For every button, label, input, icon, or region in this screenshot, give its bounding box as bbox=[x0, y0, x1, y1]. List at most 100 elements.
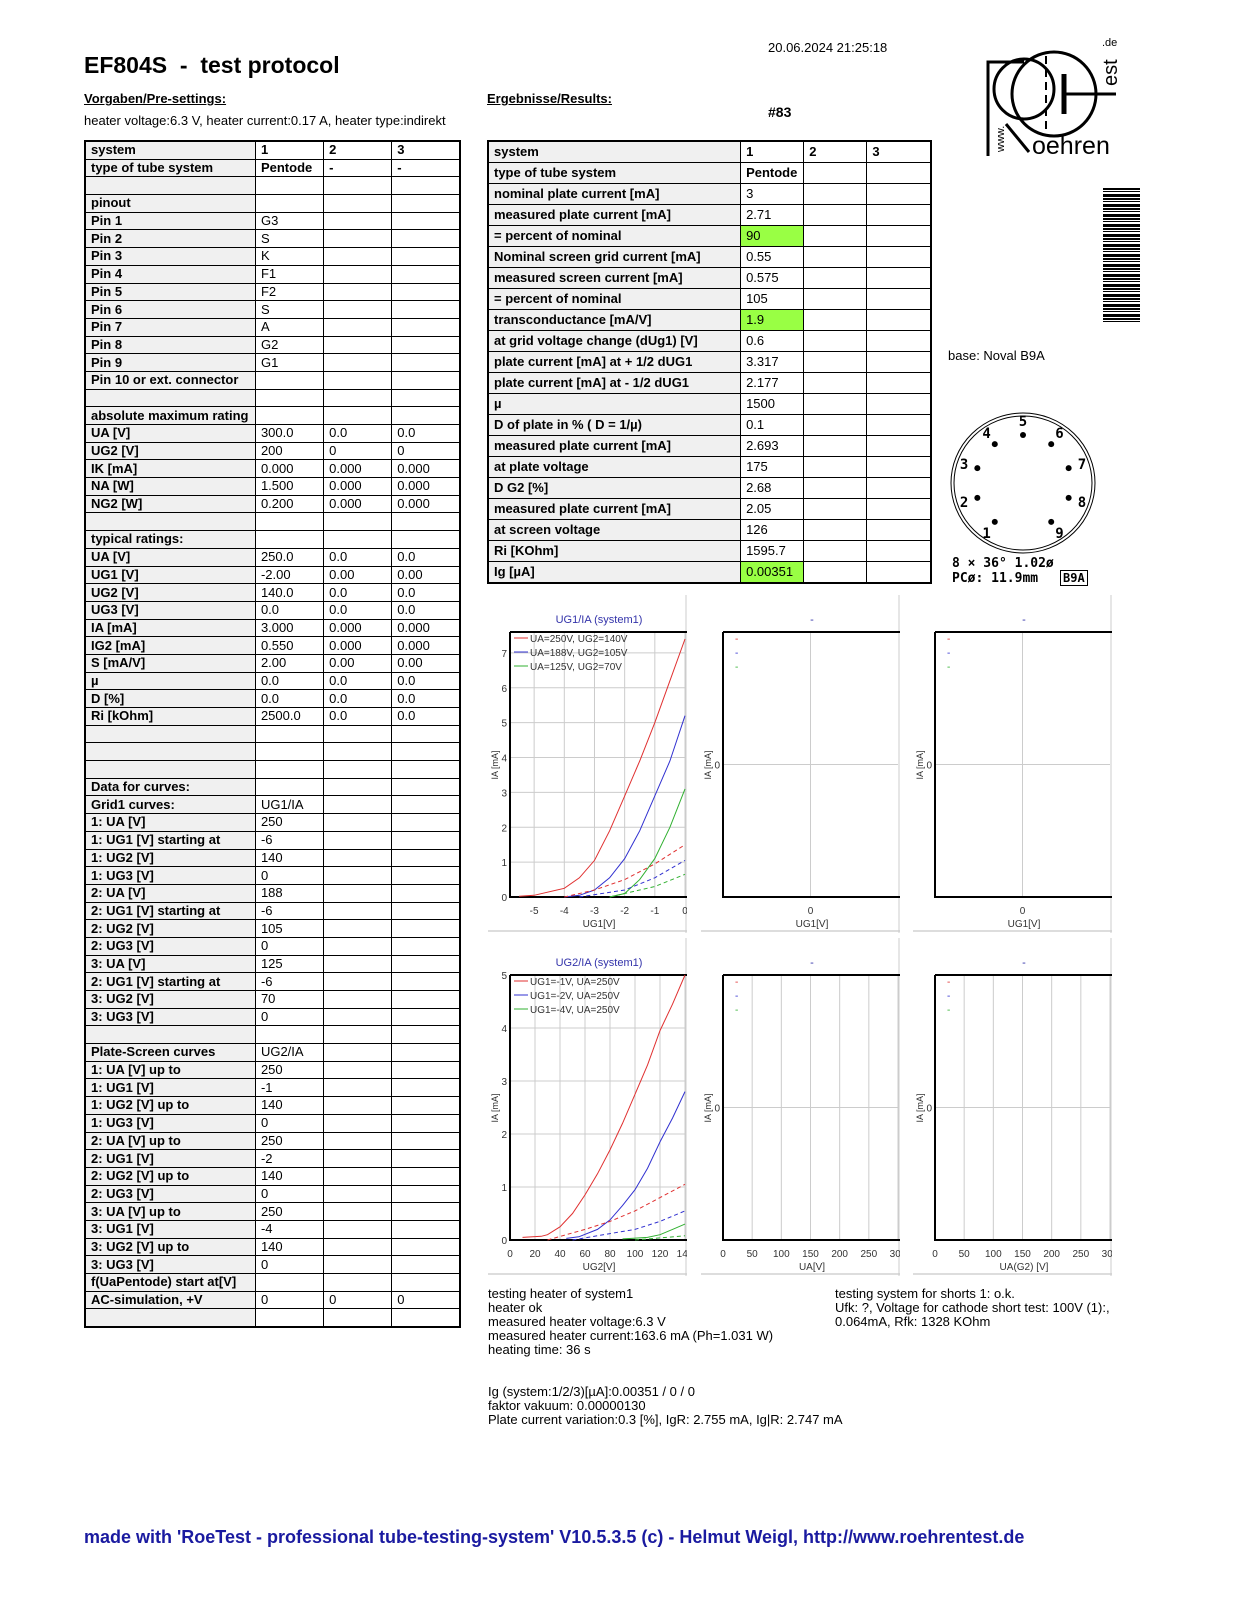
cell-value-system-1: 0 bbox=[254, 936, 325, 956]
cell-value-system-2 bbox=[323, 742, 393, 762]
cell-value-system-2 bbox=[323, 848, 393, 868]
pin-hole bbox=[1065, 494, 1072, 501]
cell-value-system-3 bbox=[866, 435, 932, 457]
table-row: plate current [mA] at + 1/2 dUG1 3.317 bbox=[487, 351, 932, 373]
base-spec-1: 8 × 36° 1.02ø bbox=[952, 556, 1054, 571]
row-label: 1: UA [V] bbox=[84, 813, 256, 832]
y-tick-label: 3 bbox=[501, 1077, 507, 1088]
cell-value-system-3 bbox=[391, 777, 461, 797]
y-tick-label: 0 bbox=[501, 893, 507, 904]
legend-entry: - bbox=[735, 977, 738, 988]
cell-value-system-2: 0.000 bbox=[323, 459, 393, 479]
x-tick-label: 100 bbox=[773, 1249, 790, 1260]
row-label: system bbox=[84, 140, 256, 160]
svg-text:oehren: oehren bbox=[1032, 132, 1110, 159]
row-label: 3: UG2 [V] bbox=[84, 990, 256, 1009]
cell-value-system-1: 3 bbox=[740, 183, 805, 205]
cell-value-system-3 bbox=[391, 229, 461, 249]
table-row: AC-simulation, +V 0 0 0 bbox=[84, 1290, 461, 1310]
cell-value-system-1: 0.0 bbox=[254, 600, 325, 620]
legend-entry: UG1=-2V, UA=250V bbox=[530, 991, 620, 1002]
cell-value-system-2 bbox=[323, 247, 393, 266]
cell-value-system-1: G3 bbox=[254, 211, 325, 231]
cell-value-system-2 bbox=[323, 1255, 393, 1274]
x-tick-label: 0 bbox=[932, 1249, 938, 1260]
cell-value-system-1: 2.68 bbox=[740, 477, 805, 499]
table-row: measured plate current [mA] 2.693 bbox=[487, 435, 932, 457]
row-label: f(UaPentode) start at[V] bbox=[84, 1273, 256, 1292]
cell-value-system-3 bbox=[866, 162, 932, 184]
cell-value-system-2 bbox=[803, 414, 868, 436]
chart-title: - bbox=[1022, 957, 1026, 969]
cell-value-system-3 bbox=[866, 498, 932, 520]
curve-dashed bbox=[572, 1210, 686, 1241]
table-row: nominal plate current [mA] 3 bbox=[487, 183, 932, 205]
cell-value-system-2 bbox=[323, 1308, 393, 1328]
row-label: S [mA/V] bbox=[84, 653, 256, 673]
pin-hole bbox=[1048, 518, 1055, 525]
cell-value-system-3 bbox=[391, 317, 461, 337]
cell-value-system-1: 1 bbox=[740, 140, 805, 163]
row-label: typical ratings: bbox=[84, 530, 256, 549]
results-heading: Ergebnisse/Results: bbox=[487, 91, 612, 106]
table-row: Plate-Screen curves UG2/IA bbox=[84, 1043, 461, 1062]
x-tick-label: 0 bbox=[808, 906, 814, 917]
row-label: 1: UG1 [V] bbox=[84, 1078, 256, 1098]
table-row: Ig [µA] 0.00351 bbox=[487, 561, 932, 584]
x-tick-label: 100 bbox=[985, 1249, 1002, 1260]
cell-value-system-2 bbox=[323, 901, 393, 921]
table-row: D [%] 0.0 0.0 0.0 bbox=[84, 689, 461, 708]
x-tick-label: -4 bbox=[560, 906, 569, 917]
cell-value-system-2: 0.000 bbox=[323, 477, 393, 496]
cell-value-system-1: 0 bbox=[254, 1255, 325, 1274]
y-axis-label: IA [mA] bbox=[490, 750, 500, 779]
cell-value-system-2 bbox=[323, 919, 393, 938]
table-row: Nominal screen grid current [mA] 0.55 bbox=[487, 246, 932, 268]
text-line: measured heater voltage:6.3 V bbox=[488, 1314, 666, 1329]
svg-text:www.: www. bbox=[995, 126, 1007, 153]
table-row: S [mA/V] 2.00 0.00 0.00 bbox=[84, 653, 461, 673]
cell-value-system-2: 0.0 bbox=[323, 671, 393, 691]
cell-value-system-2 bbox=[323, 795, 393, 815]
cell-value-system-3 bbox=[391, 282, 461, 302]
cell-value-system-1: 0.55 bbox=[740, 246, 805, 268]
cell-value-system-3 bbox=[391, 954, 461, 974]
cell-value-system-3 bbox=[391, 406, 461, 425]
table-row: 1: UG3 [V] 0 bbox=[84, 866, 461, 885]
row-label bbox=[84, 512, 256, 532]
curve-dashed bbox=[564, 844, 686, 898]
table-row: 1: UA [V] up to 250 bbox=[84, 1060, 461, 1080]
chart-1: -5 -4 -3 -2 -1 0 0 1 2 3 4 5 6 7 UG1/IA (system1) UG1[V… bbox=[488, 595, 687, 933]
cell-value-system-3 bbox=[391, 724, 461, 744]
datetime: 20.06.2024 21:25:18 bbox=[768, 40, 888, 55]
cell-value-system-1: 1.500 bbox=[254, 477, 325, 496]
chart-2: 0 0 - UG1[V] IA [mA] - - - bbox=[701, 595, 900, 933]
table-row: Ri [KOhm] 1595.7 bbox=[487, 540, 932, 562]
svg-text:.de: .de bbox=[1102, 37, 1117, 49]
cell-value-system-3 bbox=[866, 225, 932, 247]
row-label: type of tube system bbox=[84, 158, 256, 178]
y-tick-label: 0 bbox=[714, 761, 720, 772]
table-row: at plate voltage 175 bbox=[487, 456, 932, 478]
legend-entry: - bbox=[735, 991, 738, 1002]
y-axis-label: IA [mA] bbox=[915, 1093, 925, 1122]
x-tick-label: 150 bbox=[1014, 1249, 1031, 1260]
row-label: 3: UG2 [V] up to bbox=[84, 1237, 256, 1257]
cell-value-system-3 bbox=[391, 1025, 461, 1045]
table-row: Ri [kOhm] 2500.0 0.0 0.0 bbox=[84, 707, 461, 726]
table-row: 2: UG3 [V] 0 bbox=[84, 936, 461, 956]
cell-value-system-1: 2.05 bbox=[740, 498, 805, 520]
cell-value-system-2 bbox=[323, 1149, 393, 1168]
cell-value-system-3 bbox=[866, 414, 932, 436]
table-row: 2: UG1 [V] -2 bbox=[84, 1149, 461, 1168]
legend-entry: - bbox=[735, 1005, 738, 1016]
row-label bbox=[84, 176, 256, 196]
row-label: Ri [KOhm] bbox=[487, 540, 742, 562]
cell-value-system-1: -6 bbox=[254, 830, 325, 850]
cell-value-system-2 bbox=[803, 372, 868, 394]
table-row: NG2 [W] 0.200 0.000 0.000 bbox=[84, 494, 461, 514]
text-line: 0.064mA, Rfk: 1328 KOhm bbox=[835, 1314, 991, 1329]
x-tick-label: 300 bbox=[890, 1249, 900, 1260]
